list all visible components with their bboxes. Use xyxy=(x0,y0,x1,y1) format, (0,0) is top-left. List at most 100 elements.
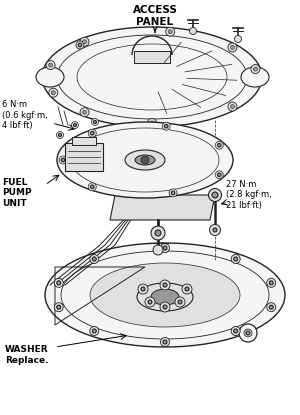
Circle shape xyxy=(90,327,99,335)
Circle shape xyxy=(230,45,234,49)
Circle shape xyxy=(254,67,257,71)
Circle shape xyxy=(228,102,237,111)
Circle shape xyxy=(76,41,84,49)
Circle shape xyxy=(163,340,167,344)
Circle shape xyxy=(213,228,217,232)
Circle shape xyxy=(90,254,99,264)
Ellipse shape xyxy=(151,289,179,305)
Circle shape xyxy=(218,144,221,147)
Circle shape xyxy=(145,297,155,307)
Text: FUEL
PUMP
UNIT: FUEL PUMP UNIT xyxy=(2,178,32,208)
Circle shape xyxy=(57,305,61,309)
Ellipse shape xyxy=(125,150,165,170)
Circle shape xyxy=(269,305,273,309)
Circle shape xyxy=(234,257,238,261)
Bar xyxy=(65,143,103,171)
Circle shape xyxy=(163,283,167,287)
Circle shape xyxy=(228,43,237,52)
Ellipse shape xyxy=(137,283,193,311)
Circle shape xyxy=(251,64,260,73)
Bar xyxy=(72,137,96,145)
Circle shape xyxy=(215,171,223,179)
Polygon shape xyxy=(110,195,215,220)
Circle shape xyxy=(91,185,94,188)
Circle shape xyxy=(153,245,163,255)
Circle shape xyxy=(244,329,252,337)
Circle shape xyxy=(208,188,221,202)
Circle shape xyxy=(138,284,148,294)
Circle shape xyxy=(171,191,175,195)
Circle shape xyxy=(175,297,185,307)
Circle shape xyxy=(235,36,242,42)
Circle shape xyxy=(88,183,96,191)
Circle shape xyxy=(57,281,61,285)
Circle shape xyxy=(168,30,172,34)
Circle shape xyxy=(148,300,152,304)
Circle shape xyxy=(82,110,86,114)
Text: ACCESS
PANEL: ACCESS PANEL xyxy=(133,5,177,32)
Circle shape xyxy=(231,254,240,264)
Circle shape xyxy=(169,189,177,197)
Circle shape xyxy=(78,43,82,47)
Circle shape xyxy=(190,27,196,34)
Circle shape xyxy=(92,329,96,333)
Ellipse shape xyxy=(45,243,285,347)
Circle shape xyxy=(54,303,63,312)
Circle shape xyxy=(166,27,175,36)
Circle shape xyxy=(160,302,170,312)
Circle shape xyxy=(178,300,182,304)
Ellipse shape xyxy=(135,155,155,165)
Circle shape xyxy=(230,105,234,109)
Circle shape xyxy=(74,124,76,127)
Circle shape xyxy=(155,230,161,236)
Circle shape xyxy=(51,91,55,95)
Circle shape xyxy=(148,119,157,127)
Circle shape xyxy=(160,280,170,290)
Circle shape xyxy=(92,119,98,125)
Text: WASHER
Replace.: WASHER Replace. xyxy=(5,345,49,365)
Circle shape xyxy=(163,246,167,250)
Circle shape xyxy=(185,287,189,291)
Circle shape xyxy=(80,37,89,46)
Circle shape xyxy=(246,331,250,335)
Circle shape xyxy=(162,122,170,130)
Ellipse shape xyxy=(57,122,233,198)
Circle shape xyxy=(215,141,223,149)
Circle shape xyxy=(239,324,257,342)
Circle shape xyxy=(46,61,55,70)
Circle shape xyxy=(218,173,221,177)
Circle shape xyxy=(71,122,79,129)
Circle shape xyxy=(59,156,67,164)
Circle shape xyxy=(94,120,97,124)
Circle shape xyxy=(267,303,276,312)
Ellipse shape xyxy=(42,27,262,127)
Circle shape xyxy=(160,337,169,347)
Text: 6 N·m
(0.6 kgf·m,
4 lbf·ft): 6 N·m (0.6 kgf·m, 4 lbf·ft) xyxy=(2,100,48,130)
Ellipse shape xyxy=(241,67,269,87)
Circle shape xyxy=(56,132,64,139)
Circle shape xyxy=(141,156,149,164)
Circle shape xyxy=(82,40,86,44)
Ellipse shape xyxy=(36,67,64,87)
Circle shape xyxy=(269,281,273,285)
Text: 27 N·m
(2.8 kgf·m,
21 lbf·ft): 27 N·m (2.8 kgf·m, 21 lbf·ft) xyxy=(226,180,272,210)
Circle shape xyxy=(80,108,89,117)
Circle shape xyxy=(61,158,65,162)
Circle shape xyxy=(49,63,52,67)
Circle shape xyxy=(163,305,167,309)
Circle shape xyxy=(91,132,94,135)
Circle shape xyxy=(164,124,168,128)
Circle shape xyxy=(267,278,276,287)
Circle shape xyxy=(151,226,165,240)
Circle shape xyxy=(209,225,220,235)
Circle shape xyxy=(160,244,169,252)
Circle shape xyxy=(212,192,218,198)
Circle shape xyxy=(231,327,240,335)
Circle shape xyxy=(54,278,63,287)
Circle shape xyxy=(234,329,238,333)
Circle shape xyxy=(141,287,145,291)
Circle shape xyxy=(92,257,96,261)
Bar xyxy=(134,51,170,63)
Circle shape xyxy=(182,284,192,294)
Ellipse shape xyxy=(90,263,240,327)
